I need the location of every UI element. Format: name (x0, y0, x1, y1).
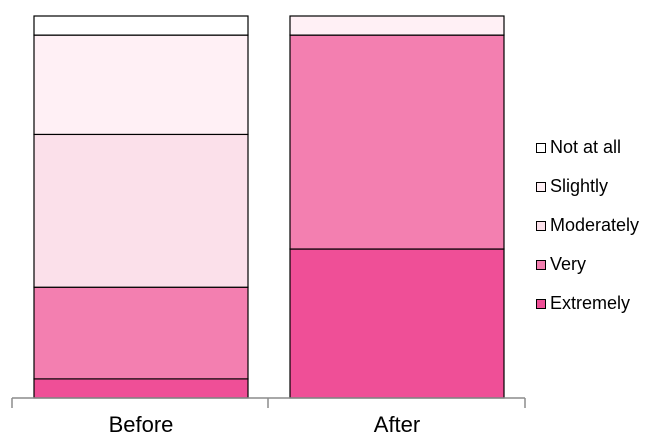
legend-item-extremely: Extremely (536, 284, 639, 323)
legend-swatch (536, 142, 546, 153)
legend-swatch (536, 259, 546, 270)
bars-group (33, 15, 505, 399)
bar-segment-before-not-at-all (33, 15, 249, 36)
bar-segment-before-slightly (33, 34, 249, 136)
bar-segment-after-slightly (289, 15, 505, 36)
legend-item-very: Very (536, 245, 639, 284)
category-label-after: After (374, 412, 420, 437)
legend-item-not-at-all: Not at all (536, 128, 639, 167)
legend-label: Slightly (550, 176, 609, 196)
category-label-before: Before (109, 412, 174, 437)
legend-label: Extremely (550, 293, 631, 313)
x-axis (11, 397, 526, 408)
legend-swatch (536, 220, 546, 231)
bar-segment-before-very (33, 286, 249, 380)
legend-swatch (536, 298, 546, 309)
legend-item-moderately: Moderately (536, 206, 639, 245)
bar-segment-before-extremely (33, 378, 249, 399)
legend-item-slightly: Slightly (536, 167, 639, 206)
bar-segment-after-extremely (289, 248, 505, 399)
legend-swatch (536, 181, 546, 192)
legend-label: Moderately (550, 215, 640, 235)
legend-label: Not at all (550, 137, 622, 157)
legend: Not at all Slightly Moderately Very Extremel… (536, 128, 639, 323)
legend-label: Very (550, 254, 587, 274)
bar-segment-after-very (289, 34, 505, 250)
bar-segment-before-moderately (33, 133, 249, 288)
category-labels: Before After (109, 412, 421, 437)
